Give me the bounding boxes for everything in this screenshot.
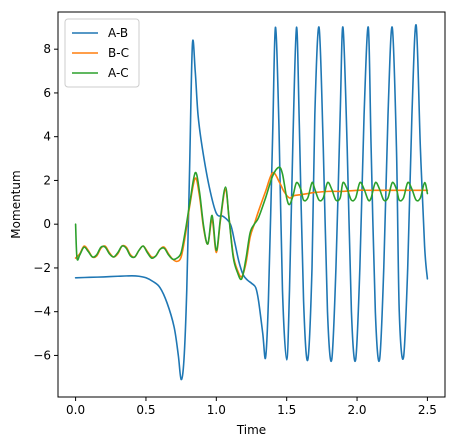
y-tick-label: −6 [33,348,51,362]
y-tick-label: −2 [33,261,51,275]
legend-label: B-C [108,46,129,60]
x-axis-ticks: 0.0 0.5 1.0 1.5 2.0 2.5 [66,397,437,417]
y-tick-label: 2 [43,173,51,187]
x-tick-label: 0.5 [136,403,155,417]
x-tick-label: 2.0 [347,403,366,417]
y-axis-label: Momentum [9,170,23,238]
series-line-a-c [74,166,429,281]
y-tick-label: 6 [43,86,51,100]
x-tick-label: 1.0 [207,403,226,417]
legend-entries: A-B B-C A-C [72,26,129,80]
legend-label: A-C [108,66,129,80]
x-tick-label: 0.0 [66,403,85,417]
legend: A-B B-C A-C [64,18,140,88]
y-tick-label: −4 [33,305,51,319]
legend-box [64,18,140,88]
y-tick-label: 4 [43,130,51,144]
x-axis-label: Time [236,423,266,437]
y-tick-label: 0 [43,217,51,231]
x-tick-label: 1.5 [277,403,296,417]
series-line-a-b [74,24,429,381]
y-tick-label: 8 [43,42,51,56]
x-tick-label: 2.5 [418,403,437,417]
legend-label: A-B [108,26,128,40]
plot-frame [57,11,446,398]
plot-lines [74,24,429,381]
y-axis-ticks: −6 −4 −2 0 2 4 6 8 [33,42,58,362]
